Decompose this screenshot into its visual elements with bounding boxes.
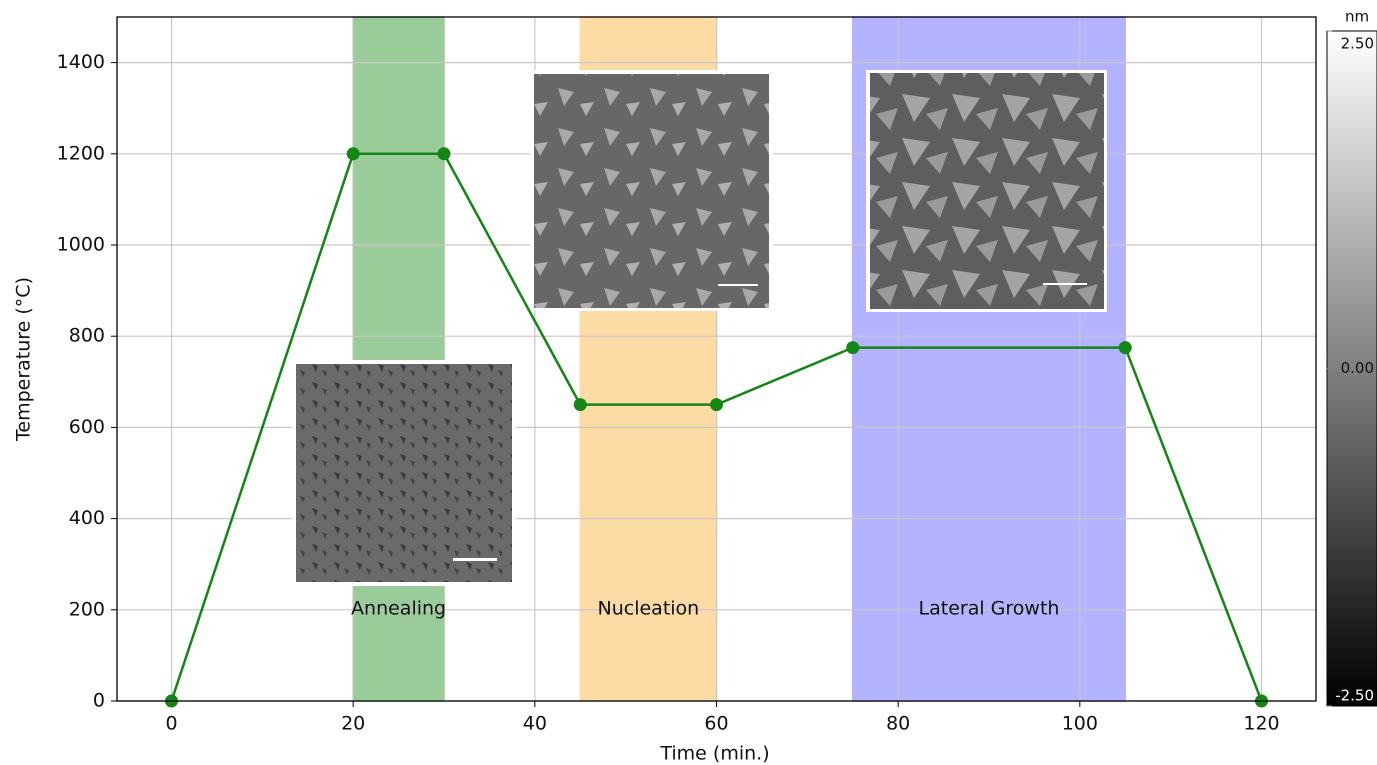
data-point xyxy=(574,398,587,411)
inset-image xyxy=(870,73,1104,309)
colorbar-tick-label: 0.00 xyxy=(1341,359,1374,377)
colorbar-tick-label: 2.50 xyxy=(1341,35,1374,53)
y-tick-label: 600 xyxy=(69,416,105,438)
x-tick-label: 80 xyxy=(886,713,910,735)
y-tick-label: 1200 xyxy=(57,142,105,164)
scale-bar xyxy=(453,558,497,561)
y-tick-label: 400 xyxy=(69,507,105,529)
colorbar-tick-label: -2.50 xyxy=(1335,687,1374,705)
x-axis-label: Time (min.) xyxy=(659,743,769,765)
x-tick-label: 120 xyxy=(1243,713,1279,735)
x-tick-label: 20 xyxy=(341,713,365,735)
region-label: Lateral Growth xyxy=(919,598,1060,620)
colorbar-label: nm xyxy=(1345,8,1369,26)
data-point xyxy=(347,147,360,160)
y-tick-label: 0 xyxy=(93,690,105,712)
x-tick-label: 60 xyxy=(704,713,728,735)
y-tick-label: 800 xyxy=(69,325,105,347)
x-tick-label: 40 xyxy=(523,713,547,735)
data-point xyxy=(1119,341,1132,354)
y-tick-label: 1400 xyxy=(57,51,105,73)
inset-image xyxy=(296,364,512,582)
data-point xyxy=(438,147,451,160)
data-point xyxy=(710,398,723,411)
scale-bar xyxy=(718,284,758,286)
chart: Annealing Nucleation Lateral Growth 0 20 40 60… xyxy=(0,0,1377,765)
region-label: Annealing xyxy=(351,598,446,620)
y-tick-label: 200 xyxy=(69,598,105,620)
x-tick-label: 100 xyxy=(1062,713,1098,735)
y-axis-label: Temperature (°C) xyxy=(13,277,35,442)
x-tick-label: 0 xyxy=(165,713,177,735)
inset-image xyxy=(534,74,769,308)
region-label: Nucleation xyxy=(598,598,700,620)
scale-bar xyxy=(1043,283,1087,285)
y-tick-label: 1000 xyxy=(57,234,105,256)
data-point xyxy=(846,341,859,354)
